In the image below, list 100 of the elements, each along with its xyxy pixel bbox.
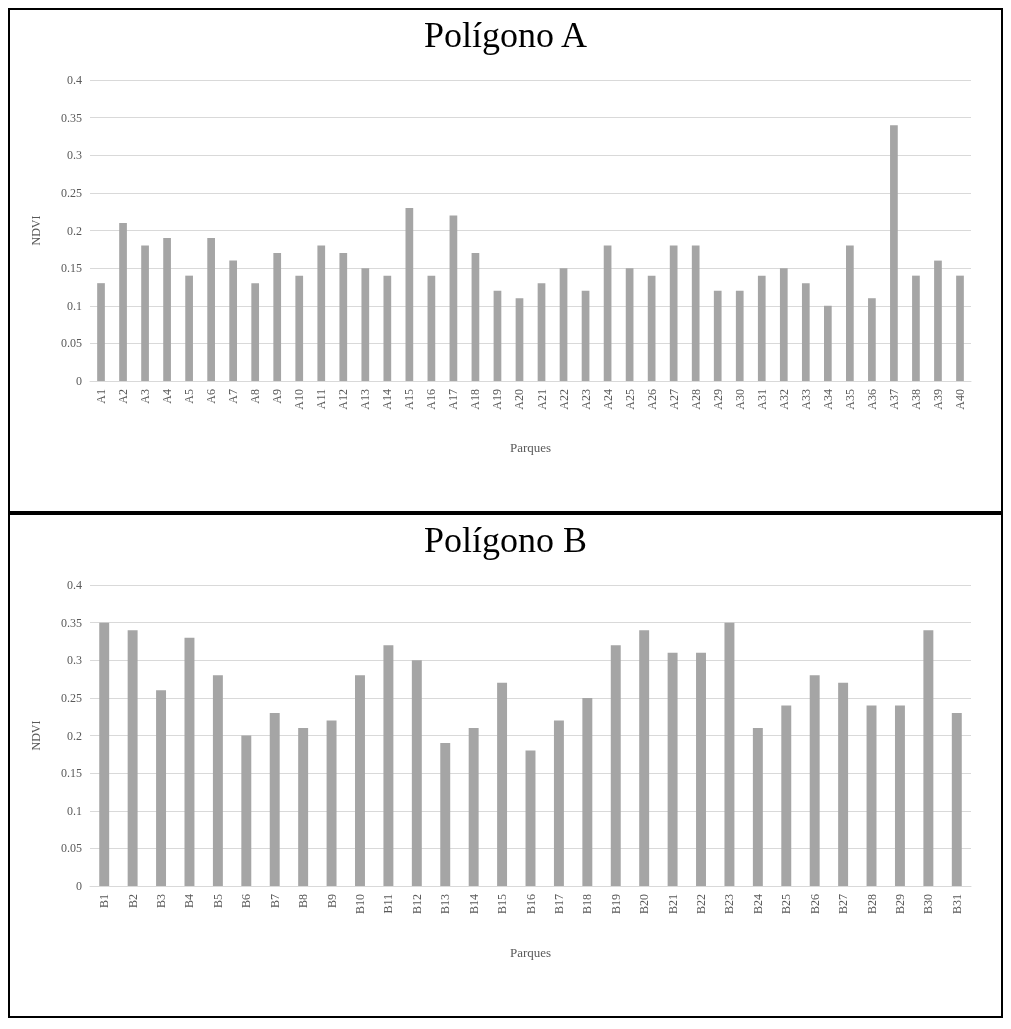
x-tick-label: B12 (409, 894, 424, 915)
y-tick-label: 0.25 (61, 185, 82, 200)
bar (669, 245, 678, 381)
x-tick-label: B11 (381, 894, 396, 914)
chart-title: Polígono A (423, 15, 588, 55)
bar (317, 245, 326, 381)
x-tick-label: A3 (138, 389, 153, 404)
bar (866, 705, 877, 886)
y-tick-label: 0.3 (67, 653, 82, 668)
y-tick-label: 0.2 (67, 223, 82, 238)
bar (923, 630, 934, 886)
x-tick-label: A5 (182, 389, 197, 404)
x-tick-label: A25 (622, 389, 637, 410)
bar (894, 705, 905, 886)
y-tick-label: 0.05 (61, 841, 82, 856)
bar (497, 682, 508, 886)
x-tick-label: B19 (608, 894, 623, 915)
bar (241, 735, 252, 886)
y-axis-title: NDVI (29, 215, 43, 246)
x-tick-label: A36 (864, 389, 879, 410)
x-tick-label: A14 (380, 389, 395, 410)
bar (127, 630, 138, 886)
bar (184, 637, 195, 886)
x-tick-label: A19 (490, 389, 505, 410)
bar (696, 652, 706, 886)
y-tick-label: 0.1 (67, 803, 82, 818)
bar (752, 727, 763, 886)
x-tick-label: B14 (466, 894, 481, 915)
bar (757, 275, 766, 381)
bar (868, 298, 876, 381)
y-tick-label: 0.1 (67, 298, 82, 313)
bar (610, 645, 621, 886)
x-tick-label: B27 (836, 894, 851, 915)
bar (468, 727, 479, 886)
x-tick-label: B23 (722, 894, 737, 915)
bar (525, 750, 536, 886)
bar (724, 622, 735, 886)
y-tick-label: 0.35 (61, 615, 82, 630)
x-tick-label: A26 (644, 389, 659, 410)
bar (99, 622, 110, 886)
bar (625, 268, 634, 381)
y-tick-label: 0.25 (61, 690, 82, 705)
bar (163, 238, 171, 381)
bar (269, 712, 280, 886)
bar (156, 690, 167, 886)
x-tick-label: A39 (930, 389, 945, 410)
bar (559, 268, 568, 381)
x-axis-title: Parques (509, 945, 552, 960)
x-tick-label: A33 (798, 389, 813, 410)
y-tick-label: 0.2 (67, 728, 82, 743)
x-tick-label: A34 (820, 389, 835, 410)
y-tick-label: 0.3 (67, 148, 82, 163)
x-tick-label: B7 (267, 894, 282, 909)
x-tick-label: A7 (226, 389, 241, 404)
x-tick-label: A21 (534, 389, 549, 410)
bar (212, 675, 223, 886)
y-tick-label: 0.05 (61, 336, 82, 351)
x-tick-label: A22 (556, 389, 571, 410)
bar (383, 275, 392, 381)
bar (361, 268, 370, 381)
bar (273, 253, 282, 381)
x-tick-label: B18 (580, 894, 595, 915)
bar (119, 222, 127, 381)
x-tick-label: A38 (908, 389, 923, 410)
bar (355, 675, 365, 886)
y-tick-label: 0.35 (61, 110, 82, 125)
x-tick-label: B3 (154, 894, 169, 909)
x-tick-label: B1 (97, 894, 112, 909)
chart-title: Polígono B (423, 520, 588, 560)
bar (298, 727, 309, 886)
x-tick-label: B8 (296, 894, 311, 909)
bar (339, 253, 348, 381)
y-axis-title: NDVI (29, 720, 43, 751)
x-tick-label: B2 (125, 894, 140, 909)
x-tick-label: B21 (665, 894, 680, 915)
x-tick-label: B9 (324, 894, 339, 909)
bar (823, 305, 832, 381)
x-tick-label: B6 (239, 894, 254, 909)
bar (890, 125, 898, 381)
bar (603, 245, 612, 381)
bar (427, 275, 436, 381)
bar (537, 283, 546, 381)
bar (411, 660, 422, 886)
y-tick-label: 0.4 (67, 73, 82, 87)
x-tick-label: B10 (352, 894, 367, 915)
x-tick-label: A1 (94, 389, 109, 404)
bar (647, 275, 656, 381)
x-tick-label: A6 (204, 389, 219, 404)
x-tick-label: A16 (424, 389, 439, 410)
x-tick-label: A13 (358, 389, 373, 410)
bar (581, 290, 590, 381)
bar (207, 238, 215, 381)
x-tick-label: B25 (779, 894, 794, 915)
x-tick-label: B26 (807, 894, 822, 915)
x-tick-label: B31 (949, 894, 964, 915)
bar (846, 245, 854, 381)
x-tick-label: B17 (551, 894, 566, 915)
bar (185, 275, 193, 381)
x-tick-label: B29 (892, 894, 907, 915)
x-tick-label: A12 (336, 389, 351, 410)
